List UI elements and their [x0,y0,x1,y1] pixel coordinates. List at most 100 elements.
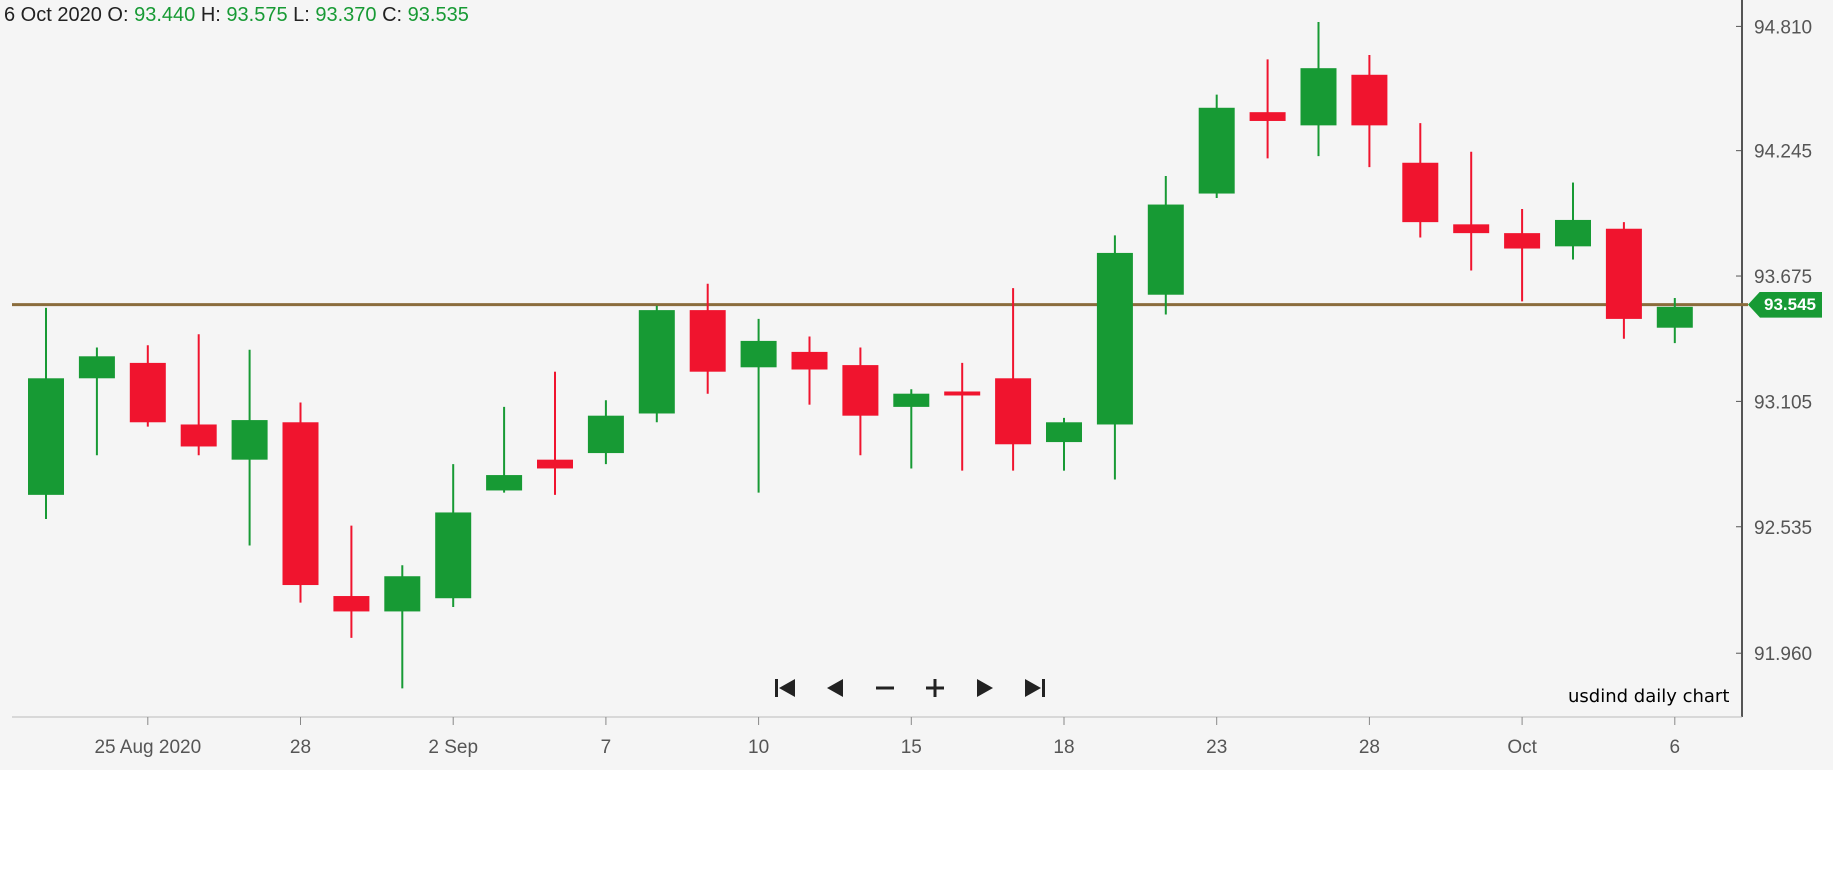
low-value: 93.370 [315,4,377,26]
candle [791,336,828,405]
candle-body [1402,162,1439,223]
x-tick-label: 10 [748,737,769,758]
candle [1453,151,1490,271]
candle-body [1605,228,1642,319]
candle-body [384,576,421,612]
candle-body [1249,112,1286,121]
first-icon[interactable] [770,673,800,703]
candle-body [78,356,115,379]
y-tick-label: 92.535 [1754,518,1812,539]
candle-body [180,424,217,447]
candle-body [1300,68,1337,126]
candle [1300,21,1337,157]
candle-body [1096,252,1133,425]
candle [944,362,981,471]
current-price-tag: 93.545 [1748,291,1822,318]
candle [893,389,930,469]
candle [129,345,166,427]
candle [282,402,319,603]
candle [180,334,217,456]
candle [1147,175,1184,315]
candle [1656,298,1693,344]
candle-body [282,422,319,586]
candle [587,400,624,465]
candle [537,371,573,495]
candle [638,305,675,423]
candle [333,525,370,638]
chart-area: 94.810 94.245 93.675 93.105 92.535 91.960 25 … [0,0,1833,770]
candle [231,349,268,546]
ohlc-readout: 6 Oct 2020 O: 93.440 H: 93.575 L: 93.370… [4,4,469,27]
x-tick-label: 7 [601,737,612,758]
candle [689,283,726,394]
chart-caption: usdind daily chart [1568,686,1730,707]
x-tick-label: Oct [1507,737,1537,758]
candle-body [1198,107,1235,194]
zoom-out-icon[interactable] [870,673,900,703]
candle [78,347,115,456]
candle-body [791,351,828,370]
prev-icon[interactable] [820,673,850,703]
candle [740,318,777,493]
open-label: O: [107,4,129,26]
candle [1198,94,1235,198]
candle [1046,417,1082,471]
candle [995,288,1032,471]
close-label: C: [382,4,403,26]
candle-body [893,393,930,407]
high-label: H: [200,4,221,26]
x-tick-label: 6 [1670,737,1681,758]
candle-body [1453,224,1490,234]
candle-body [28,378,64,495]
candle-body [587,415,624,454]
candle [486,406,523,493]
candle [435,464,472,608]
candle-body [1147,204,1184,295]
candle-body [486,475,523,491]
candle-body [638,310,675,414]
x-tick-label: 23 [1206,737,1227,758]
candle-body [435,512,472,599]
x-tick-label: 28 [290,737,311,758]
candle [1249,59,1286,159]
ohlc-date: 6 Oct 2020 [4,4,102,26]
candle-body [944,391,981,396]
candle [28,307,64,520]
candle-body [1046,422,1082,443]
candle-body [1555,219,1591,247]
next-icon[interactable] [970,673,1000,703]
candle [1351,54,1388,168]
candle-body [537,459,573,469]
y-tick-label: 94.810 [1754,17,1812,38]
candle-body [740,340,777,368]
candle [1504,208,1541,302]
y-tick-label: 93.675 [1754,267,1812,288]
candle-body [1504,233,1541,249]
candle [1096,235,1133,480]
candle [384,565,421,689]
chart-navigation [770,671,1050,705]
y-tick-label: 91.960 [1754,644,1812,665]
candlestick-chart[interactable]: 94.810 94.245 93.675 93.105 92.535 91.960 25 … [0,0,1833,770]
x-tick-label: 28 [1359,737,1380,758]
x-tick-label: 25 Aug 2020 [94,737,201,758]
x-tick-label: 18 [1053,737,1074,758]
candle [1555,182,1591,260]
close-value: 93.535 [407,4,469,26]
low-label: L: [293,4,310,26]
last-icon[interactable] [1020,673,1050,703]
candle [1402,123,1439,238]
candle [1605,222,1642,339]
x-tick-label: 2 Sep [428,737,478,758]
candle-body [842,365,879,416]
candle-body [995,378,1032,445]
zoom-in-icon[interactable] [920,673,950,703]
open-value: 93.440 [134,4,196,26]
y-tick-label: 93.105 [1754,392,1812,413]
candle-body [1656,306,1693,328]
candle-body [333,596,370,612]
candle-body [689,310,726,372]
candle-body [231,420,268,460]
candle-body [1351,74,1388,126]
candle [842,347,879,456]
